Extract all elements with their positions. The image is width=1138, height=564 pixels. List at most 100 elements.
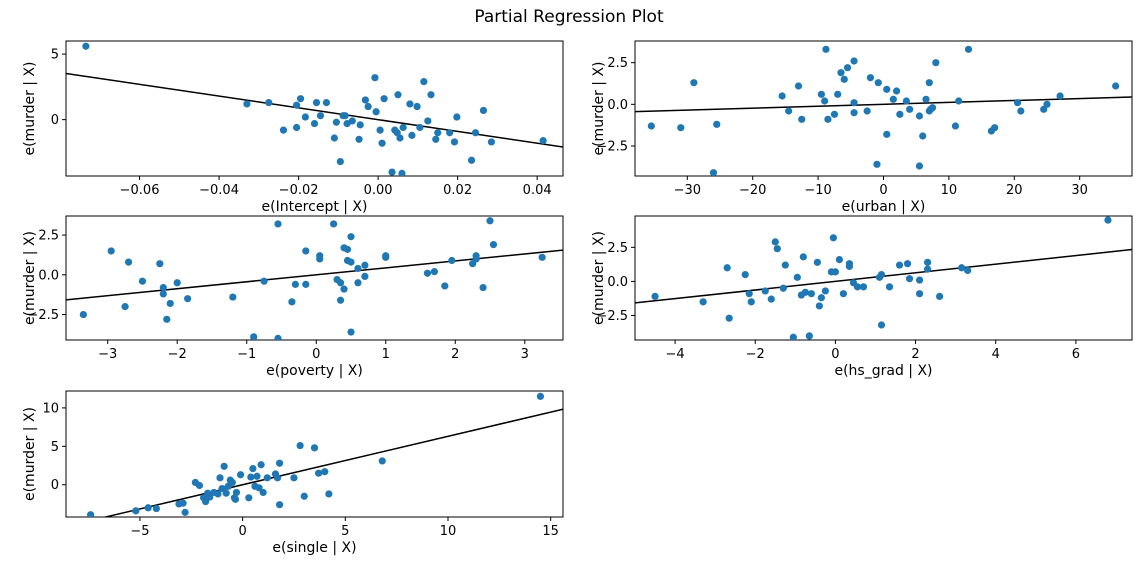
panel-single-data-point [232,488,241,497]
panel-hs-grad-ylabel: e(murder | X) [591,231,607,325]
panel-single-data-point [310,444,319,452]
panel-intercept-data-point [332,118,340,126]
panel-single-data-point [220,462,228,470]
panel-urban-fit-line [635,96,1132,113]
panel-single-data-point [378,457,386,465]
panel-urban-data-point [919,132,927,140]
panel-intercept-ytick-label: 0 [51,113,59,128]
panel-urban-data-point [932,59,940,67]
panel-hs-grad-data-point [885,283,894,291]
panel-urban-data-point [1013,99,1022,107]
panel-poverty-data-point [354,279,362,287]
panel-hs-grad-data-point [651,292,659,300]
panel-intercept-data-point [312,99,321,107]
panel-hs-grad-data-point [699,298,707,306]
panel-single-data-point [275,501,284,509]
panel-single-xtick-label: 10 [440,524,457,539]
panel-intercept-data-point [413,102,421,111]
panel-urban-data-point [1056,92,1064,100]
panel-hs-grad-data-point [958,264,966,272]
panel-hs-grad-data-point [877,270,886,279]
panel-intercept: −0.06 −0.04 −0.02 0.00 0.02 0.04 0 5 e(Intercept… [22,40,564,215]
panel-intercept-data-point [356,121,364,129]
panel-single-data-point [263,474,271,482]
panel-hs-grad-data-point [761,287,769,295]
panel-intercept-data-point [310,119,319,128]
panel-intercept-xtick-label: 0.04 [523,183,552,198]
panel-poverty-data-point [448,256,456,265]
panel-intercept-data-point [388,168,396,176]
panel-poverty-data-point [302,247,310,255]
panel-poverty-data-point [163,315,171,323]
panel-intercept-data-point [336,157,344,166]
panel-hs-grad-data-point [839,290,848,298]
panel-intercept-data-point [446,129,454,137]
panel-intercept-data-point [378,139,386,147]
panel-poverty-xlabel: e(poverty | X) [266,363,363,379]
panel-single-data-point [296,441,304,450]
panel-poverty-data-point [361,272,369,281]
panel-poverty-data-point [354,264,362,273]
panel-intercept-data-point [539,137,547,145]
panel-single-plot-area [87,392,563,517]
panel-intercept-data-point [372,108,380,116]
panel-intercept-data-point [406,100,414,108]
panel-intercept-data-point [341,112,349,120]
panel-poverty-data-point [166,299,174,308]
panel-urban-data-point [889,95,897,103]
panel-intercept-axes-frame [65,40,564,177]
panel-poverty-data-point [107,247,115,255]
panel-urban-data-point [896,110,904,118]
panel-single-data-point [321,468,329,476]
panel-intercept-data-point [364,102,372,111]
panel-hs-grad-ytick-label: −2.5 [596,309,628,324]
panel-intercept-data-point [394,91,402,99]
panel-urban-ytick-label: −2.5 [596,140,628,155]
panel-hs-grad-xtick-label: −4 [665,347,684,362]
panel-intercept-data-point [471,129,480,137]
panel-urban-data-point [906,105,914,113]
panel-intercept-data-point [408,131,416,139]
panel-poverty-data-point [340,285,348,293]
panel-urban-xtick-label: −30 [674,183,701,198]
panel-poverty-data-point [361,261,369,269]
panel-intercept-data-point [293,101,301,109]
panel-intercept-data-point [279,126,288,134]
panel-poverty-data-point [472,255,480,263]
panel-single-ylabel: e(murder | X) [22,407,38,501]
panel-intercept-data-point [420,78,428,86]
panel-hs-grad-data-point [915,290,924,298]
panel-single-xtick-label: −5 [130,524,149,539]
panel-hs-grad-ytick-label: 0.0 [607,275,628,290]
panel-single-data-point [245,494,253,502]
panel-poverty-data-point [121,303,129,311]
panel-urban-data-point [834,90,842,98]
panel-poverty-xtick-label: −3 [98,347,117,362]
panel-poverty-fit-line [66,249,563,301]
panel-urban-ylabel: e(murder | X) [591,61,607,155]
panel-intercept-data-point [355,135,363,143]
panel-poverty-data-point [229,293,237,301]
panel-hs-grad-data-point [853,283,862,291]
panel-poverty: −3 −2 −1 0 1 2 3 −2.5 0.0 2.5 e(poverty | X) e(murd… [22,215,564,379]
panel-intercept-data-point [427,91,435,99]
panel-hs-grad: −4 −2 0 2 4 6 −2.5 0.0 2.5 e(hs_grad | X) e(murder… [591,215,1133,379]
panel-hs-grad-data-point [1104,216,1112,224]
panel-hs-grad-data-point [789,333,797,340]
panel-urban-data-point [883,130,891,138]
panel-single-data-point [275,459,284,467]
panel-urban-xtick-label: 30 [1071,183,1088,198]
panel-single-data-point [290,474,298,482]
panel-single-data-point [228,478,236,487]
panel-intercept-data-point [432,135,440,143]
panel-intercept-xlabel: e(Intercept | X) [262,199,368,215]
panel-urban-data-point [850,99,858,107]
panel-single-ytick-label: 5 [51,440,59,455]
panel-urban-axes-frame [634,40,1133,177]
panel-hs-grad-data-point [745,290,753,298]
panel-urban-data-point [951,122,960,130]
panel-urban-plot-area [635,45,1132,176]
panel-hs-grad-data-point [821,287,829,295]
panel-urban-data-point [817,90,825,98]
panel-urban-data-point [925,79,933,87]
